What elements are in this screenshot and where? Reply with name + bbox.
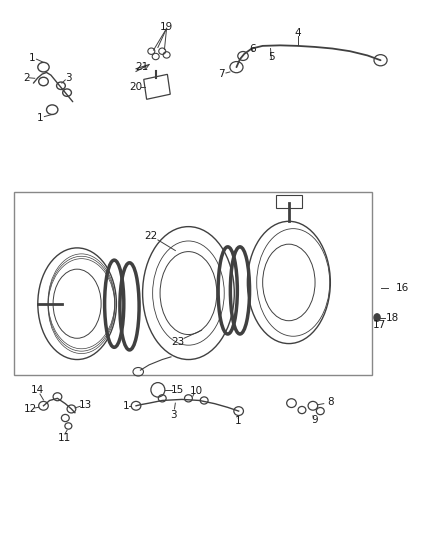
Text: 13: 13 bbox=[78, 400, 92, 410]
Text: 22: 22 bbox=[145, 231, 158, 241]
Text: 18: 18 bbox=[386, 312, 399, 322]
Text: 8: 8 bbox=[327, 397, 334, 407]
Bar bbox=[14, 192, 372, 375]
Text: 5: 5 bbox=[268, 52, 275, 61]
Text: 6: 6 bbox=[250, 44, 256, 53]
Text: 20: 20 bbox=[130, 82, 143, 92]
Text: 1: 1 bbox=[234, 416, 241, 426]
Text: 4: 4 bbox=[294, 28, 301, 38]
Text: 1: 1 bbox=[37, 112, 43, 123]
Text: 9: 9 bbox=[312, 415, 318, 425]
Text: 23: 23 bbox=[171, 337, 184, 347]
Text: 7: 7 bbox=[218, 69, 225, 79]
Text: 19: 19 bbox=[160, 22, 173, 33]
Text: 11: 11 bbox=[57, 433, 71, 443]
Bar bbox=[144, 74, 170, 99]
Text: 12: 12 bbox=[24, 404, 37, 414]
Text: 15: 15 bbox=[171, 385, 184, 395]
Text: 3: 3 bbox=[65, 73, 72, 83]
Text: 16: 16 bbox=[396, 283, 409, 293]
Text: 2: 2 bbox=[24, 73, 30, 83]
Text: 1: 1 bbox=[28, 53, 35, 62]
Text: 1: 1 bbox=[123, 401, 130, 411]
Text: 17: 17 bbox=[373, 320, 386, 330]
Text: 3: 3 bbox=[170, 410, 177, 421]
Bar bbox=[276, 195, 302, 208]
Circle shape bbox=[374, 314, 380, 321]
Text: 14: 14 bbox=[31, 385, 44, 395]
Text: 10: 10 bbox=[190, 386, 203, 397]
Text: 21: 21 bbox=[135, 62, 148, 72]
